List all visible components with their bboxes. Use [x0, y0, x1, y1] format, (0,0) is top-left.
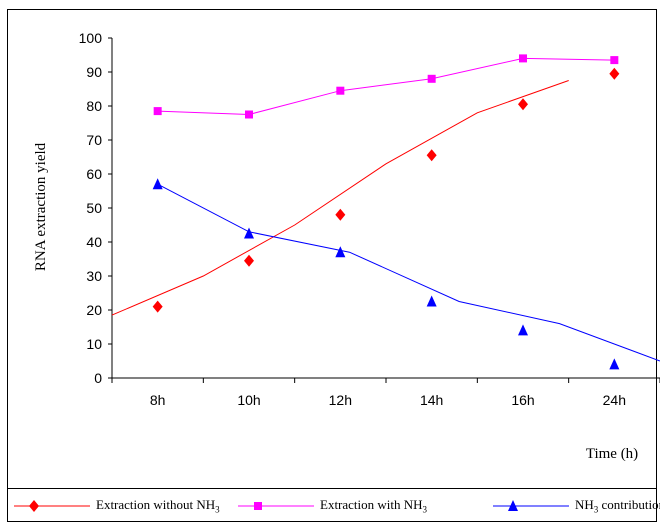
series-1-point: [152, 300, 163, 313]
legend-label-2: Extraction with NH3: [320, 497, 428, 515]
legend-item-3: NH3 contribution: [491, 497, 660, 515]
series-2-point: [245, 110, 253, 119]
axes: [111, 38, 660, 379]
series-3-point: [335, 246, 346, 258]
series-1-point: [335, 208, 346, 221]
y-tick-label: 20: [86, 302, 102, 318]
legend: [7, 488, 657, 522]
series-3-point: [518, 324, 528, 336]
series-2-point: [610, 56, 619, 65]
series-markers: [152, 54, 620, 370]
x-axis-label: Time (h): [586, 446, 638, 462]
series-lines: [111, 57, 660, 362]
y-tick-label: 40: [86, 234, 102, 250]
y-axis-ticks: 0 10 20 30 40 50 60 70 80 90 100: [79, 30, 112, 386]
y-tick-label: 0: [94, 370, 102, 386]
x-tick-label: 24h: [603, 392, 626, 408]
series-2-point: [336, 86, 345, 95]
y-tick-label: 50: [86, 200, 102, 216]
y-tick-label: 30: [86, 268, 102, 284]
legend-label-1: Extraction without NH3: [96, 497, 220, 515]
legend-swatch-1: [14, 500, 90, 512]
series-3-point: [609, 358, 620, 370]
series-3-point: [244, 227, 254, 239]
legend-swatch-2: [238, 502, 314, 510]
x-tick-label: 8h: [150, 392, 166, 408]
x-tick-label: 12h: [329, 392, 352, 408]
legend-label-3: NH3 contribution: [575, 497, 660, 515]
y-tick-label: 60: [86, 166, 102, 182]
legend-marker-2: [254, 502, 262, 510]
series-1-point: [426, 149, 437, 162]
legend-marker-1: [29, 500, 39, 512]
y-tick-label: 10: [86, 336, 102, 352]
series-2-point: [519, 54, 527, 63]
legend-item-1: Extraction without NH3: [12, 497, 220, 515]
legend-marker-3: [508, 500, 518, 511]
series-2-line: [157, 57, 615, 116]
y-tick-label: 70: [86, 132, 102, 148]
series-2-point: [427, 74, 436, 83]
series-1-point: [244, 254, 254, 267]
series-3-point: [152, 178, 163, 190]
line-chart: 0 10 20 30 40 50 60 70 80 90 100 8h 10h 12h 14h 16h 24h…: [33, 30, 660, 462]
x-tick-label: 14h: [420, 392, 443, 408]
legend-item-2: Extraction with NH3: [236, 497, 427, 515]
y-axis-label: RNA extraction yield: [33, 142, 49, 271]
series-1-line: [111, 80, 569, 316]
x-tick-label: 10h: [237, 392, 260, 408]
series-2-point: [153, 107, 162, 116]
series-3-line: [157, 183, 660, 362]
y-tick-label: 80: [86, 98, 102, 114]
series-1-point: [518, 98, 528, 111]
series-3-point: [426, 295, 437, 307]
series-1-point: [609, 67, 620, 80]
legend-swatch-3: [493, 500, 569, 511]
y-tick-label: 90: [86, 64, 102, 80]
x-axis-ticks: 8h 10h 12h 14h 16h 24h: [111, 378, 660, 408]
x-tick-label: 16h: [511, 392, 534, 408]
y-tick-label: 100: [79, 30, 103, 46]
